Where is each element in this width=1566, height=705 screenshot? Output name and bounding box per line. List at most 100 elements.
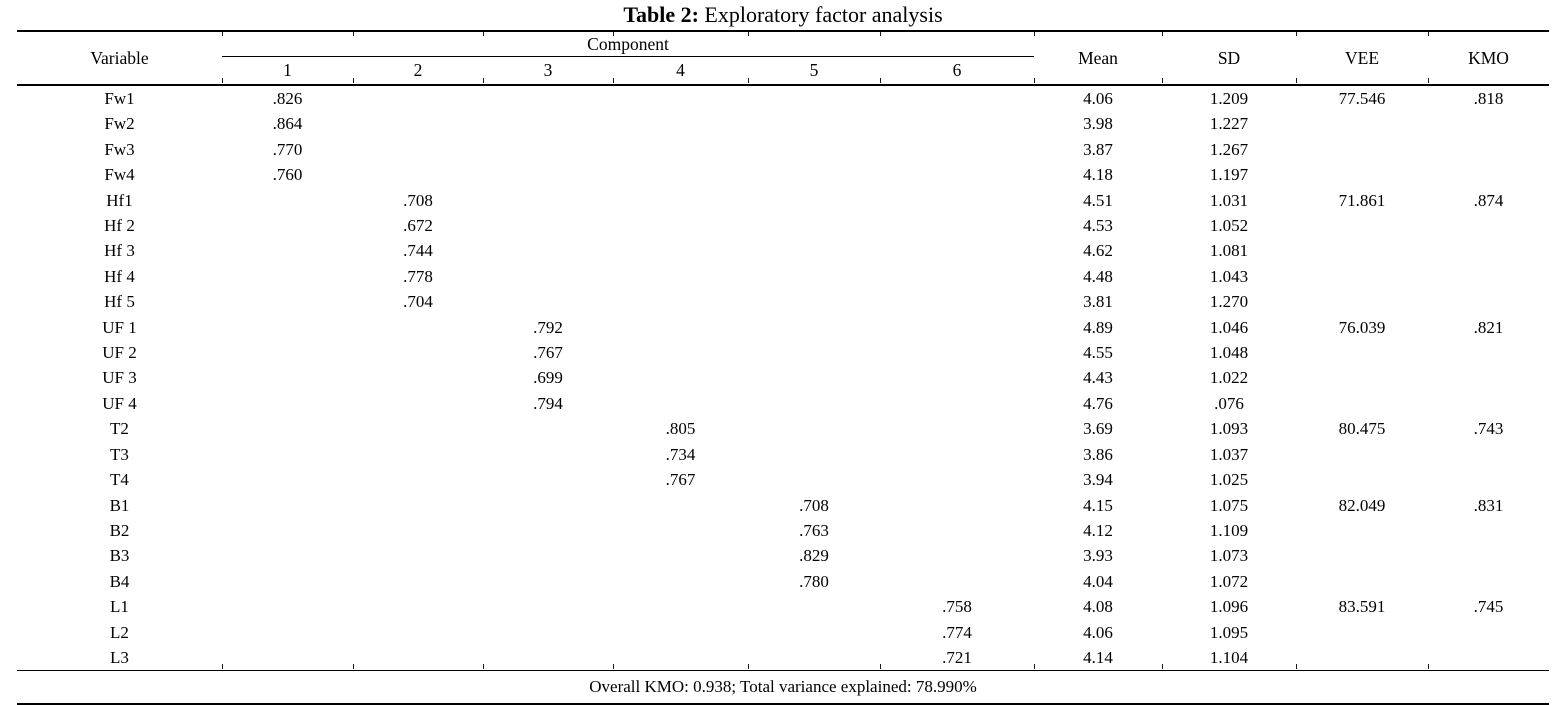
cell-border-tick [1034, 664, 1035, 669]
kmo-cell [1428, 137, 1549, 162]
loading-cell-c4 [613, 493, 748, 518]
cell-border-tick [1162, 664, 1163, 669]
loading-cell-c5 [748, 162, 880, 187]
loading-cell-c2 [353, 416, 483, 441]
loading-cell-c3 [483, 111, 613, 136]
vee-cell [1296, 162, 1428, 187]
loading-cell-c6: .721 [880, 644, 1035, 672]
loading-cell-c4 [613, 569, 748, 594]
loading-cell-c2 [353, 162, 483, 187]
mean-cell: 4.62 [1083, 241, 1113, 261]
loading-cell-c5 [748, 213, 880, 238]
vee-cell: 77.546 [1338, 89, 1386, 108]
col-header-mean: Mean [1034, 31, 1163, 86]
cell-border-tick [1428, 32, 1429, 36]
table-row: UF 4 .794 4.76 .076 [17, 391, 1549, 416]
col-header-variable: Variable [17, 31, 222, 86]
mean-cell: 4.06 [1083, 89, 1113, 108]
loading-cell-c3: .699 [533, 368, 563, 388]
table-row: L2 .774 4.06 1.095 [17, 620, 1549, 645]
cell-border-tick [483, 664, 484, 669]
loading-cell-c3 [483, 162, 613, 187]
loading-cell-c1 [222, 340, 353, 365]
kmo-cell [1428, 213, 1549, 238]
variable-cell: B3 [109, 546, 130, 566]
loading-cell-c5 [748, 442, 880, 467]
loading-cell-c5 [748, 467, 880, 492]
sd-cell: 1.022 [1209, 368, 1249, 388]
col-header-component-1: 1 [222, 56, 353, 86]
loading-cell-c3: .767 [533, 343, 563, 363]
table-row: Fw4 .760 4.18 1.197 [17, 162, 1549, 187]
variable-cell: Fw3 [104, 139, 135, 159]
variable-cell: UF 2 [102, 343, 137, 363]
table-row: L3 .721 4.14 1.104 [17, 644, 1550, 672]
loading-cell-c4 [613, 264, 748, 289]
loading-cell-c2 [353, 644, 483, 672]
table-row: T2 .805 3.69 1.093 80.475 .743 [17, 416, 1549, 441]
col-header-kmo: KMO [1428, 31, 1550, 86]
loading-cell-c6 [880, 213, 1034, 238]
loading-cell-c5 [748, 365, 880, 390]
mean-cell: 4.48 [1083, 266, 1113, 286]
table-header: Variable Component Mean SD VEE KMO 1 2 3… [17, 31, 1550, 86]
loading-cell-c3 [483, 137, 613, 162]
table-row: B2 .763 4.12 1.109 [17, 518, 1549, 543]
variable-cell: Hf1 [106, 190, 133, 210]
loading-cell-c1 [222, 416, 353, 441]
loading-cell-c2 [353, 365, 483, 390]
mean-cell: 4.76 [1083, 393, 1113, 413]
mean-cell: 4.14 [1034, 644, 1163, 672]
loading-cell-c2 [353, 442, 483, 467]
mean-cell: 4.89 [1083, 317, 1113, 337]
loading-cell-c6: .774 [942, 622, 972, 642]
loading-cell-c3 [483, 594, 613, 619]
loading-cell-c4 [613, 213, 748, 238]
table-row: B1 .708 4.15 1.075 82.049 .831 [17, 493, 1549, 518]
mean-cell: 3.98 [1083, 114, 1113, 134]
sd-cell: 1.048 [1209, 343, 1249, 363]
vee-cell: 76.039 [1338, 317, 1386, 337]
cell-border-tick [222, 32, 223, 36]
vee-cell: 83.591 [1338, 597, 1386, 617]
table-row: UF 2 .767 4.55 1.048 [17, 340, 1549, 365]
loading-cell-c2 [353, 594, 483, 619]
loading-cell-c6 [880, 340, 1034, 365]
col-header-component-2: 2 [353, 56, 483, 86]
vee-cell: 80.475 [1338, 419, 1386, 439]
loading-cell-c1 [222, 238, 353, 263]
col-header-sd: SD [1162, 31, 1297, 86]
variable-cell: Fw2 [104, 114, 135, 134]
loading-cell-c2: .704 [403, 292, 433, 312]
loading-cell-c5 [748, 315, 880, 340]
cell-border-tick [1162, 78, 1163, 83]
loading-cell-c2 [353, 620, 483, 645]
vee-cell [1296, 467, 1428, 492]
loading-cell-c5 [748, 238, 880, 263]
cell-border-tick [880, 78, 881, 83]
loading-cell-c2: .744 [403, 241, 433, 261]
efa-table: Variable Component Mean SD VEE KMO 1 2 3… [17, 30, 1550, 705]
loading-cell-c3 [483, 188, 613, 213]
cell-border-tick [880, 664, 881, 669]
loading-cell-c2 [353, 467, 483, 492]
vee-cell [1296, 137, 1428, 162]
col-header-component: Component [222, 31, 1035, 57]
vee-cell [1296, 518, 1428, 543]
loading-cell-c4 [613, 340, 748, 365]
variable-cell: T4 [110, 470, 129, 490]
cell-border-tick [613, 32, 614, 36]
loading-cell-c4 [613, 162, 748, 187]
sd-cell: 1.075 [1209, 495, 1249, 515]
loading-cell-c5 [748, 416, 880, 441]
loading-cell-c3 [483, 620, 613, 645]
cell-border-tick [353, 664, 354, 669]
vee-cell: 71.861 [1338, 190, 1386, 210]
loading-cell-c6 [880, 518, 1034, 543]
loading-cell-c1 [222, 467, 353, 492]
sd-cell: .076 [1214, 393, 1244, 413]
loading-cell-c3: .792 [533, 317, 563, 337]
loading-cell-c3 [483, 644, 613, 672]
vee-cell [1296, 340, 1428, 365]
cell-border-tick [1296, 32, 1297, 36]
